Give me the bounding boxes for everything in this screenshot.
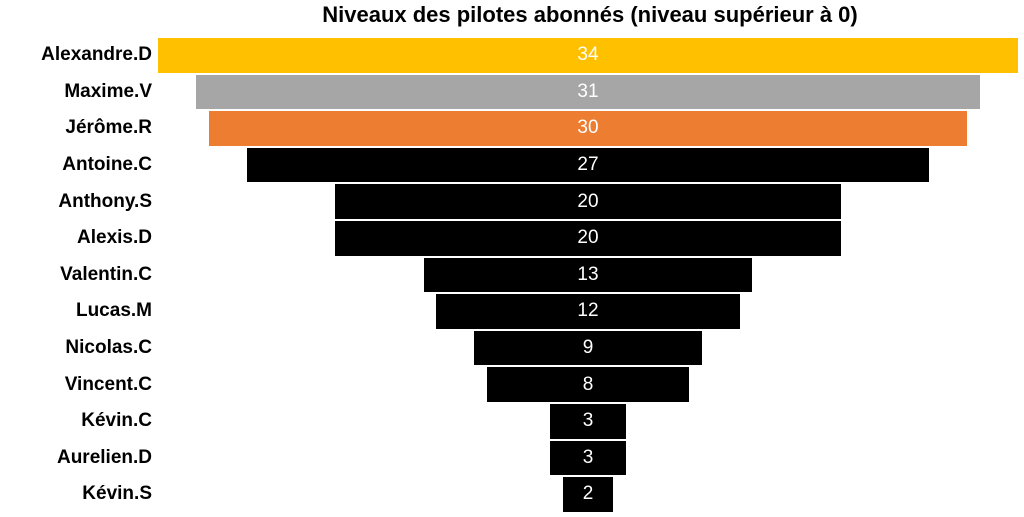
category-label: Jérôme.R [65, 117, 152, 139]
category-label: Aurelien.D [56, 446, 152, 468]
bar-value-label: 20 [577, 190, 599, 212]
category-label: Maxime.V [64, 80, 152, 102]
funnel-bar: 20 [335, 221, 841, 256]
bar-value-label: 27 [577, 154, 599, 176]
funnel-bar: 9 [474, 330, 702, 366]
bar-value-label: 8 [582, 373, 594, 395]
bar-value-label: 9 [582, 337, 594, 359]
category-label: Alexandre.D [41, 44, 152, 66]
bar-value-label: 3 [582, 446, 594, 468]
chart-title: Niveaux des pilotes abonnés (niveau supé… [322, 2, 858, 27]
category-label: Nicolas.C [65, 337, 152, 359]
funnel-bar: 2 [562, 477, 614, 512]
category-label: Kévin.C [81, 410, 152, 432]
bar-value-label: 3 [582, 410, 594, 432]
category-label: Vincent.C [64, 373, 152, 395]
bar-value-label: 30 [577, 117, 599, 139]
funnel-bar: 27 [246, 147, 930, 183]
category-label: Alexis.D [77, 227, 152, 249]
bar-value-label: 20 [577, 227, 599, 249]
bar-value-label: 34 [577, 44, 599, 66]
bar-value-label: 31 [577, 80, 599, 102]
category-label: Kévin.S [82, 483, 152, 505]
bar-value-label: 13 [577, 263, 599, 285]
funnel-bar: 20 [335, 184, 841, 219]
bar-value-label: 12 [577, 300, 599, 322]
funnel-bar: 13 [423, 257, 753, 293]
category-label: Antoine.C [62, 154, 152, 176]
funnel-bar: 31 [195, 74, 981, 110]
funnel-bar: 8 [486, 367, 690, 402]
category-label: Lucas.M [75, 300, 152, 322]
funnel-bar: 34 [158, 38, 1018, 73]
funnel-plot-area: 34 31 30 27 20 20 13 12 9 8 3 3 2 [158, 37, 1018, 513]
category-label: Anthony.S [58, 190, 152, 212]
funnel-bar: 3 [550, 440, 626, 476]
funnel-bar: 12 [436, 294, 740, 329]
category-label: Valentin.C [60, 263, 152, 285]
funnel-bar: 3 [550, 404, 626, 439]
funnel-bar: 30 [208, 111, 968, 146]
bar-value-label: 2 [582, 483, 594, 505]
